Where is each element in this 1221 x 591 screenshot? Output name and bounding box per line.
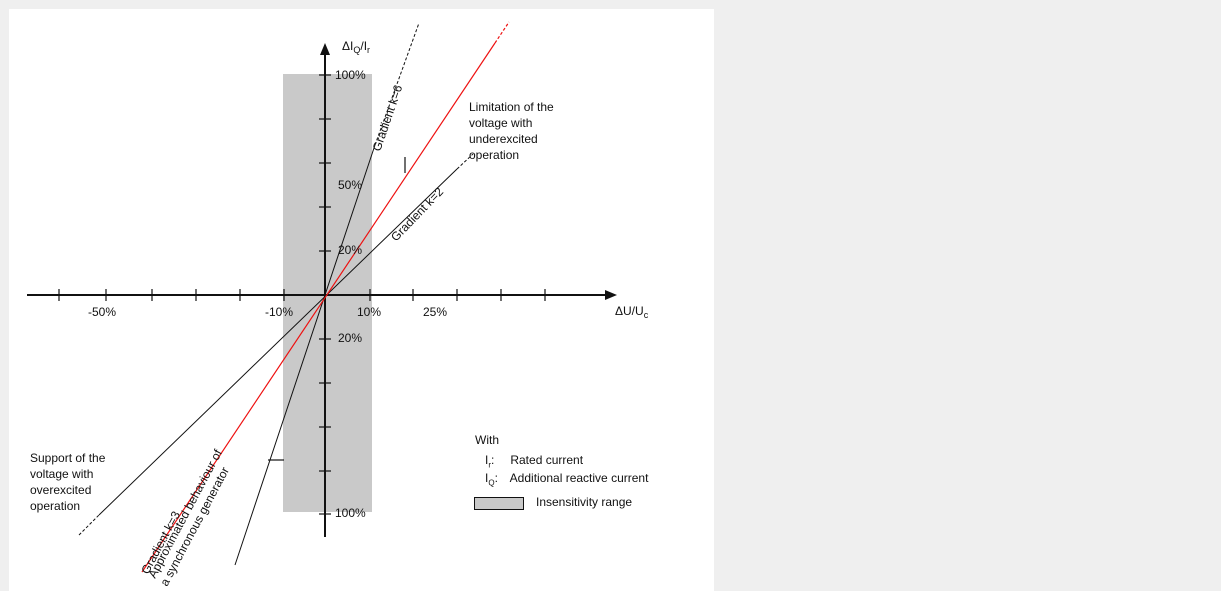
x-tick-label-25: 25% [423,305,447,319]
gradient-k3-line [141,42,496,573]
limitation-note-line: underexcited [469,132,538,146]
gradient-k2-line-dashed-top [456,153,474,170]
support-note: Support of the voltage with overexcited … [30,450,105,514]
y-tick-label-100-bottom: 100% [335,506,366,520]
y-tick-label-50: 50% [338,178,362,192]
gradient-k2-line [98,168,458,516]
x-axis-ticks [58,289,546,301]
diagram-panel: ΔIQ/Ir ΔU/Uc -50% -10% 10% 25% 100% 50% … [9,9,714,591]
gradient-k2-line-dashed [78,514,100,536]
y-axis-arrow [320,43,330,55]
legend-item-reactive-current: IQ: Additional reactive current [485,470,648,491]
x-tick-label-minus10: -10% [265,305,293,319]
limitation-note-line: voltage with [469,116,533,130]
legend-title: With [475,433,499,447]
legend-swatch-insensitivity [474,497,524,510]
reactive-current-diagram: ΔIQ/Ir ΔU/Uc -50% -10% 10% 25% 100% 50% … [27,21,649,588]
legend-swatch-label: Insensitivity range [536,495,633,509]
limitation-note-line: Limitation of the [469,100,554,114]
gradient-k3-line-dashed [494,21,510,44]
x-tick-label-10: 10% [357,305,381,319]
legend-item-text: Rated current [510,453,584,467]
legend-symbol: Ir: [485,453,495,470]
support-note-line: Support of the [30,451,106,465]
support-note-line: voltage with [30,467,94,481]
gradient-k6-line [234,144,376,566]
sync-generator-label-line1: Approximated behaviour of [145,447,225,581]
support-note-line: operation [30,499,81,513]
x-axis-arrow [605,290,617,300]
legend-item-text: Additional reactive current [509,471,649,485]
x-tick-label-minus50: -50% [88,305,116,319]
x-axis-label: ΔU/Uc [615,304,649,320]
legend-item-rated-current: Ir: Rated current [485,452,583,473]
y-tick-label-100-top: 100% [335,68,366,82]
y-axis-ticks [319,74,331,515]
gradient-k2-label: Gradient k=2 [388,184,446,244]
limitation-note: Limitation of the voltage with underexci… [469,99,554,163]
y-axis-label: ΔIQ/Ir [342,39,370,55]
limitation-note-line: operation [469,148,520,162]
support-note-line: overexcited [30,483,92,497]
gradient-k6-line-dashed [374,22,420,146]
legend-symbol: IQ: [485,471,498,488]
y-tick-label-20-bottom: 20% [338,331,362,345]
y-tick-label-20-top: 20% [338,243,362,257]
gradient-k6-label: Gradient k=6 [370,83,406,153]
